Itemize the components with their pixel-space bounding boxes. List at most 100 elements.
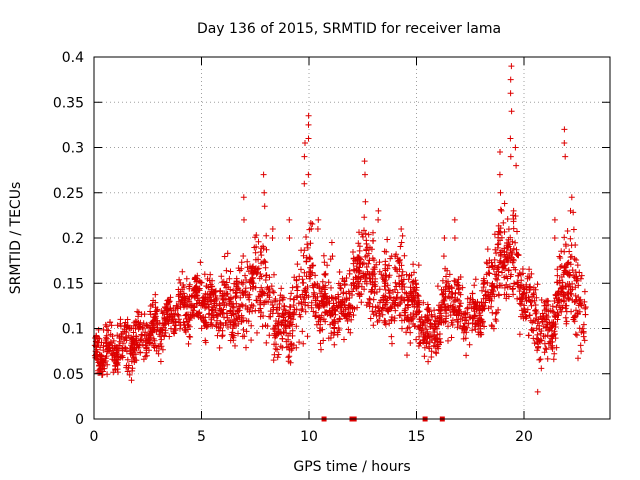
data-point	[478, 299, 485, 306]
data-point	[446, 295, 453, 302]
data-point	[301, 180, 308, 187]
data-point	[581, 337, 588, 344]
data-point	[279, 335, 286, 342]
data-point	[312, 313, 319, 320]
data-point	[322, 309, 329, 316]
data-point	[305, 135, 312, 142]
data-point	[259, 292, 266, 299]
data-point	[452, 278, 459, 285]
data-point	[335, 280, 342, 287]
data-point	[541, 307, 548, 314]
data-point	[531, 340, 538, 347]
data-point	[251, 244, 258, 251]
data-point	[350, 312, 357, 319]
data-point	[574, 332, 580, 339]
data-point	[528, 302, 535, 309]
data-point	[263, 272, 270, 279]
data-point	[210, 289, 217, 296]
y-tick-label: 0.4	[62, 50, 84, 66]
data-point	[227, 268, 234, 275]
data-point	[491, 231, 498, 238]
data-point	[523, 289, 530, 296]
data-point	[526, 266, 533, 273]
data-point	[335, 293, 342, 300]
data-point	[216, 305, 223, 312]
data-point	[345, 310, 352, 317]
data-point	[285, 313, 292, 320]
data-point	[486, 264, 492, 271]
data-point	[186, 285, 193, 292]
data-point	[504, 216, 511, 222]
data-point	[562, 292, 569, 299]
data-point	[240, 315, 246, 321]
data-point	[307, 220, 314, 226]
data-point	[432, 325, 438, 332]
data-point	[326, 300, 333, 307]
data-point	[287, 295, 294, 302]
data-point	[536, 356, 543, 363]
data-point	[497, 237, 503, 244]
data-point	[376, 308, 383, 315]
data-point	[512, 144, 519, 151]
data-point	[149, 320, 156, 327]
data-point	[336, 269, 343, 275]
data-point	[510, 291, 517, 298]
data-point	[104, 371, 111, 378]
data-point	[478, 331, 485, 338]
data-point	[158, 327, 165, 334]
data-point	[274, 320, 281, 327]
data-point	[280, 306, 287, 313]
data-point	[549, 303, 556, 310]
data-point	[361, 214, 368, 221]
data-point	[179, 268, 186, 275]
data-point	[150, 297, 157, 304]
data-point	[258, 273, 265, 280]
data-point	[546, 338, 553, 345]
data-point	[494, 241, 501, 248]
data-point	[391, 317, 398, 324]
data-point	[353, 283, 360, 290]
data-point	[395, 258, 402, 265]
data-point	[434, 283, 441, 290]
data-point	[494, 284, 501, 291]
data-point	[556, 253, 563, 260]
data-point	[271, 271, 277, 278]
data-point	[392, 279, 399, 286]
data-point	[177, 291, 184, 298]
data-point	[108, 322, 115, 329]
data-point	[235, 285, 242, 292]
data-point	[535, 344, 541, 351]
data-point	[455, 282, 462, 289]
data-point	[315, 318, 322, 325]
data-point	[484, 260, 491, 267]
data-point	[535, 316, 542, 323]
data-point	[213, 323, 220, 330]
data-point	[388, 314, 395, 320]
y-tick-label: 0.1	[62, 322, 84, 338]
data-point	[442, 284, 449, 290]
data-point	[519, 266, 526, 272]
data-point	[398, 294, 405, 301]
data-point	[449, 303, 456, 310]
data-point	[370, 311, 377, 318]
data-point	[244, 305, 251, 312]
data-point	[305, 171, 312, 178]
data-point	[415, 309, 422, 316]
data-point	[317, 340, 324, 347]
data-point	[472, 276, 479, 283]
data-point	[478, 318, 485, 325]
data-point	[488, 259, 495, 266]
data-point	[562, 241, 569, 248]
data-point	[286, 309, 293, 316]
data-point	[375, 207, 382, 214]
data-point	[235, 265, 242, 272]
data-point	[434, 336, 441, 343]
data-point	[162, 320, 168, 327]
data-point	[258, 252, 265, 259]
data-point	[161, 304, 168, 310]
data-point	[230, 287, 237, 294]
data-point	[395, 257, 402, 264]
data-point	[114, 322, 121, 329]
data-point	[534, 320, 541, 327]
data-point	[317, 290, 324, 297]
